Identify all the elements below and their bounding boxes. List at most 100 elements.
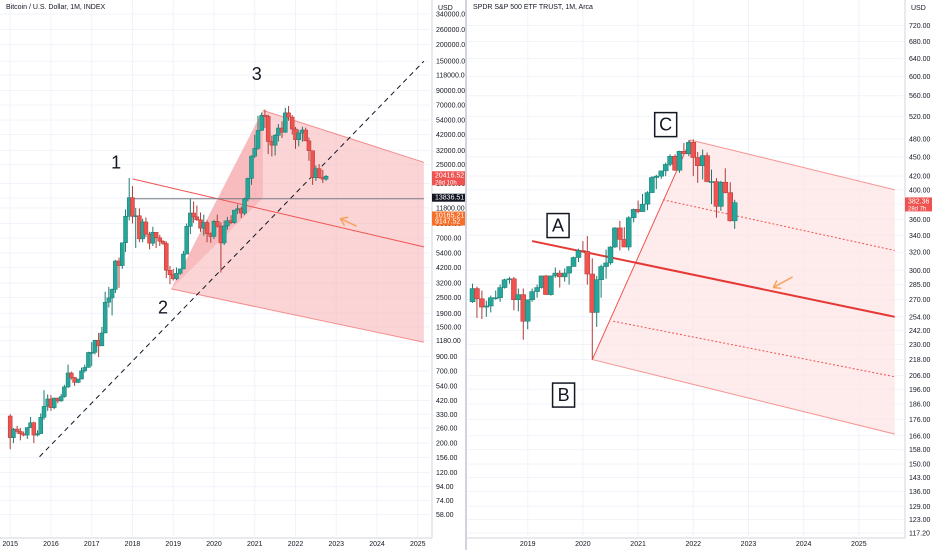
y-tick-label: 218.00 [909, 357, 931, 364]
price-label-value: 20416.52 [435, 172, 464, 179]
candle-body [561, 272, 568, 278]
channel-lower-line [592, 359, 895, 435]
y-tick-label: 74.00 [436, 498, 454, 505]
y-tick-label: 270.00 [909, 297, 931, 304]
y-tick-label: 340.00 [909, 233, 931, 240]
candle-body [630, 209, 637, 218]
candle-body [511, 278, 517, 300]
candle-body [133, 215, 138, 217]
y-tick-label: 136.00 [909, 489, 931, 496]
wave-label-box [653, 111, 678, 138]
x-tick-label: 2024 [369, 541, 385, 548]
candle-body [644, 192, 651, 205]
y-tick-label: 156.00 [436, 455, 458, 462]
candle-body [649, 177, 655, 193]
candle-body [617, 227, 623, 240]
candle-body [99, 332, 105, 347]
candle-body [31, 422, 37, 436]
candle-body [177, 268, 183, 274]
pitchfork-handle-line [591, 139, 691, 360]
spy-chart-canvas[interactable]: A B C USD 720.00 680.00 640.00 600.00 560.00 520.… [467, 0, 932, 550]
arrow-head [772, 280, 778, 288]
y-tick-label: 300.00 [909, 268, 931, 275]
y-tick-label: 420.00 [436, 398, 458, 405]
candle-body [92, 340, 98, 353]
candle-body [7, 415, 13, 438]
candle-body [501, 279, 508, 288]
candle-body [82, 367, 88, 372]
candle-body [566, 266, 572, 274]
channel-lower-line [171, 288, 424, 343]
arrow-annotation [340, 217, 357, 227]
candle-body [130, 197, 135, 217]
candle-body [639, 203, 646, 212]
y-tick-label: 400.00 [909, 187, 931, 194]
price-axis [432, 0, 465, 550]
x-tick-label: 2015 [2, 541, 18, 548]
candle-body [708, 181, 715, 183]
x-tick-label: 2020 [206, 541, 222, 548]
y-tick-label: 158.00 [909, 447, 931, 454]
candle-body [524, 299, 531, 322]
candle-body [194, 216, 200, 221]
candle-body [607, 246, 614, 264]
x-tick-label: 2022 [288, 541, 304, 548]
x-tick-label: 2025 [410, 541, 426, 548]
candle-body [690, 142, 697, 158]
candle-body [143, 221, 149, 235]
y-tick-label: 196.00 [909, 387, 931, 394]
candle-body [76, 378, 81, 383]
y-tick-label: 7000.00 [436, 236, 461, 243]
y-tick-label: 70000.00 [436, 103, 465, 110]
y-tick-label: 1500.00 [436, 324, 461, 331]
candle-body [323, 176, 329, 180]
channel-upper-line [262, 109, 425, 163]
currency-label: USD [438, 5, 453, 12]
candle-body [479, 298, 485, 308]
y-tick-label: 680.00 [909, 39, 931, 46]
trend-dashed-line [39, 60, 425, 458]
y-tick-label: 330.00 [436, 412, 458, 419]
candle-body [120, 242, 125, 266]
y-tick-label: 54000.00 [436, 118, 465, 125]
x-tick-label: 2019 [165, 541, 181, 548]
y-tick-label: 600.00 [909, 74, 931, 81]
price-label-bg [905, 197, 932, 212]
candle-body [72, 377, 77, 383]
candle-body [529, 291, 535, 300]
candle-body [25, 427, 30, 436]
candle-body [483, 305, 490, 308]
candle-body [543, 275, 549, 295]
y-tick-label: 90000.00 [436, 88, 465, 95]
candle-body [603, 262, 609, 267]
candle-body [242, 198, 247, 214]
y-tick-label: 2500.00 [436, 295, 461, 302]
candle-body [181, 253, 186, 270]
candle-body [21, 433, 26, 436]
spy-chart-panel[interactable]: A B C USD 720.00 680.00 640.00 600.00 560.00 520.… [467, 0, 932, 550]
candle-body [102, 301, 108, 334]
y-tick-label: 4200.00 [436, 265, 461, 272]
candle-body [575, 250, 582, 258]
y-tick-label: 1900.00 [436, 311, 461, 318]
x-tick-label: 2023 [328, 541, 344, 548]
candle-body [89, 352, 94, 354]
y-tick-label: 260.00 [436, 426, 458, 433]
price-axis [905, 0, 932, 550]
median-line [531, 240, 895, 318]
candle-body [184, 226, 189, 255]
panel-divider[interactable] [465, 0, 467, 550]
candle-body [681, 151, 687, 155]
channel-upper-line [690, 139, 895, 191]
pitchfork-channel-fill [592, 139, 895, 435]
y-tick-label: 176.00 [909, 417, 931, 424]
candle-body [316, 168, 322, 178]
candle-body [718, 181, 724, 207]
wave-label-box [546, 212, 570, 239]
candle-body [164, 243, 169, 271]
y-tick-label: 480.00 [909, 136, 931, 143]
channel-inner-dotted-line [662, 199, 895, 251]
y-tick-label: 186.00 [909, 401, 931, 408]
